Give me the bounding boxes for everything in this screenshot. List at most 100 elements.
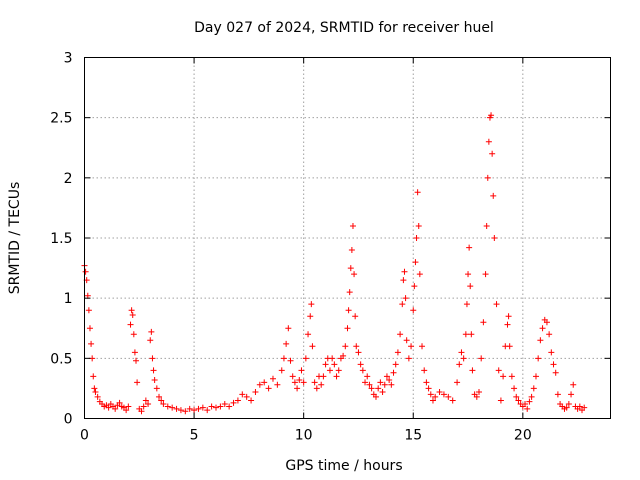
data-point: [476, 389, 482, 396]
grid-lines: [84, 57, 611, 419]
data-point: [239, 391, 246, 398]
data-point: [274, 381, 281, 388]
data-point: [342, 343, 349, 350]
data-point: [230, 399, 237, 406]
data-point: [364, 373, 371, 380]
y-tick-label: 1.5: [50, 231, 72, 247]
data-point: [140, 403, 147, 410]
data-point: [311, 379, 318, 386]
data-point: [125, 403, 132, 410]
data-point: [252, 389, 259, 396]
data-point: [280, 355, 287, 362]
data-point: [421, 367, 428, 374]
x-axis-label: GPS time / hours: [285, 458, 402, 474]
data-point: [381, 381, 388, 388]
y-tick-label: 0.5: [50, 351, 72, 367]
data-point: [112, 405, 119, 412]
data-point: [495, 367, 502, 374]
data-point: [204, 407, 211, 414]
data-point: [130, 331, 137, 338]
data-point: [528, 393, 535, 400]
data-point: [483, 222, 490, 229]
data-point: [546, 331, 553, 338]
data-point: [489, 150, 496, 157]
data-point: [335, 367, 342, 374]
data-point: [427, 391, 434, 398]
data-point: [278, 367, 285, 374]
data-point: [511, 385, 518, 392]
data-point: [348, 247, 355, 254]
data-point: [153, 385, 160, 392]
data-point: [128, 307, 135, 314]
data-point: [436, 389, 443, 396]
data-point: [318, 381, 325, 388]
data-point: [285, 325, 292, 332]
data-point: [563, 404, 570, 411]
data-point: [129, 312, 136, 319]
data-point: [445, 393, 452, 400]
data-point: [505, 313, 512, 320]
data-point: [408, 343, 415, 350]
data-point: [548, 349, 555, 356]
data-point: [411, 283, 418, 290]
data-point: [480, 319, 487, 326]
data-point: [208, 403, 215, 410]
data-point: [581, 404, 588, 411]
data-point: [347, 265, 354, 272]
data-point: [169, 404, 176, 411]
data-point: [145, 401, 152, 408]
data-point: [199, 404, 206, 411]
data-point: [195, 405, 202, 412]
data-point: [388, 381, 395, 388]
y-tick-label: 0: [64, 412, 73, 428]
data-point: [449, 397, 456, 404]
data-point: [289, 373, 296, 380]
plot-frame: [84, 57, 611, 419]
data-point: [405, 355, 412, 362]
data-point: [261, 379, 268, 386]
data-point: [133, 357, 140, 364]
y-tick-label: 1: [64, 291, 73, 307]
data-point: [524, 405, 531, 412]
data-point: [368, 385, 375, 392]
data-point: [151, 376, 158, 383]
data-point: [134, 379, 141, 386]
data-point: [191, 407, 198, 414]
data-point: [429, 397, 436, 404]
data-point: [497, 397, 504, 404]
data-point: [269, 375, 276, 382]
data-point: [399, 301, 406, 308]
data-point: [392, 361, 399, 368]
data-point: [550, 361, 557, 368]
data-point: [478, 355, 485, 362]
data-point: [213, 404, 219, 411]
data-point: [565, 401, 572, 408]
y-axis-label: SRMTID / TECUs: [7, 182, 23, 295]
data-point: [576, 403, 583, 410]
data-point: [482, 271, 489, 278]
data-point: [331, 361, 338, 368]
data-point: [490, 192, 497, 199]
data-point: [362, 379, 369, 386]
data-point: [504, 321, 511, 328]
data-point: [173, 405, 180, 412]
data-point: [397, 331, 404, 338]
data-point: [156, 393, 163, 400]
data-point: [217, 403, 224, 410]
data-point: [88, 340, 95, 347]
data-point: [375, 385, 382, 392]
data-point: [340, 352, 347, 359]
data-point: [226, 403, 233, 410]
data-point: [142, 397, 149, 404]
data-point: [484, 174, 491, 181]
data-point: [469, 367, 476, 374]
data-point: [160, 401, 167, 408]
data-point: [357, 361, 364, 368]
data-point: [265, 385, 272, 392]
data-point: [90, 373, 97, 380]
data-point: [248, 397, 255, 404]
data-point: [537, 337, 544, 344]
data-point: [294, 385, 301, 392]
data-point: [412, 259, 419, 266]
data-point: [465, 271, 472, 278]
